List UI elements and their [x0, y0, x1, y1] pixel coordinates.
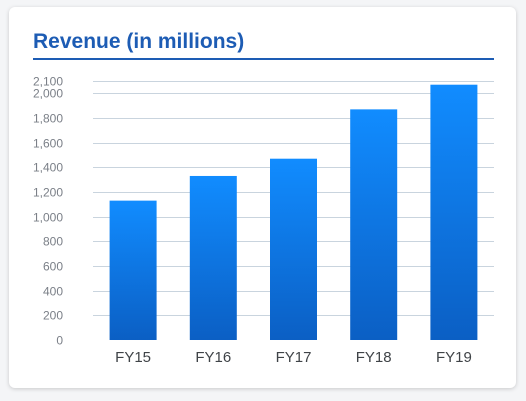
- x-tick-label: FY18: [356, 349, 392, 366]
- x-tick-label: FY15: [115, 349, 151, 366]
- y-tick-label: 800: [43, 235, 63, 249]
- bar-fy17: [270, 158, 317, 340]
- bar-fy16: [189, 175, 237, 340]
- y-tick-label: 1,000: [33, 211, 63, 225]
- y-tick-label: 400: [43, 285, 63, 299]
- bar-fy19: [430, 84, 478, 340]
- y-tick-label: 2,000: [33, 87, 63, 101]
- chart-title: Revenue (in millions): [33, 30, 245, 53]
- x-axis-ticks: FY15 FY16 FY17 FY18 FY19: [115, 349, 472, 366]
- x-tick-label: FY17: [276, 349, 312, 366]
- x-tick-label: FY19: [436, 349, 472, 366]
- y-tick-label: 0: [56, 334, 63, 348]
- y-tick-label: 2,100: [33, 75, 63, 89]
- y-tick-label: 1,200: [33, 186, 63, 200]
- y-axis-ticks: 0 200 400 600 800 1,000 1,200 1,400 1,600 1,800 2,…: [33, 75, 63, 348]
- y-tick-label: 1,600: [33, 137, 63, 151]
- y-tick-label: 1,400: [33, 161, 63, 175]
- y-tick-label: 200: [43, 309, 63, 323]
- x-tick-label: FY16: [195, 349, 231, 366]
- y-tick-label: 1,800: [33, 112, 63, 126]
- bar-fy15: [109, 200, 157, 340]
- y-tick-label: 600: [43, 260, 63, 274]
- bars: [109, 84, 478, 340]
- title-divider: [33, 58, 494, 60]
- bar-fy18: [350, 109, 398, 340]
